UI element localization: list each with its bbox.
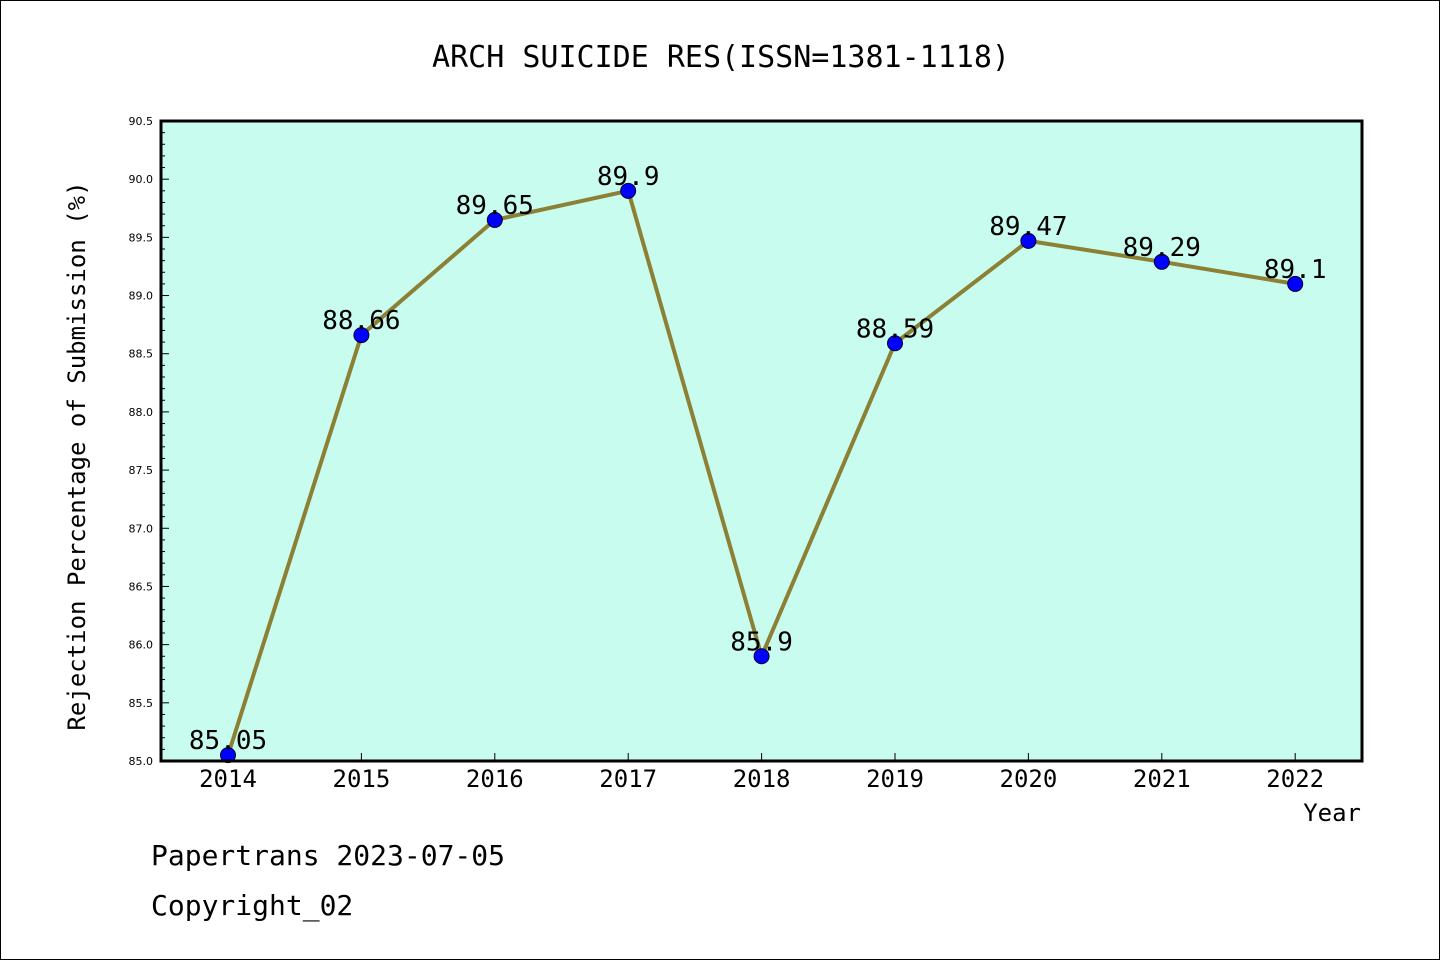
data-label: 85.9	[730, 627, 793, 657]
data-label: 89.1	[1264, 255, 1327, 285]
x-tick-label: 2020	[1000, 765, 1058, 793]
data-point	[220, 747, 236, 764]
data-label: 89.29	[1123, 233, 1201, 263]
y-axis-title: Rejection Percentage of Submission (%)	[63, 181, 91, 730]
data-point	[620, 182, 637, 199]
y-tick-label: 86.5	[129, 580, 154, 593]
chart-title: ARCH SUICIDE RES(ISSN=1381-1118)	[432, 40, 1010, 75]
y-tick-label: 90.5	[129, 115, 154, 128]
data-label: 89.65	[456, 191, 534, 221]
data-point	[1287, 275, 1304, 292]
y-tick-label: 87.0	[129, 522, 154, 535]
x-tick-label: 2018	[733, 765, 791, 793]
y-tick-label: 90.0	[129, 173, 154, 186]
data-label: 88.66	[322, 306, 400, 336]
data-point	[353, 327, 370, 344]
plot-area	[161, 121, 1362, 761]
y-tick-label: 89.0	[129, 290, 154, 303]
data-label: 88.59	[856, 314, 934, 344]
x-tick-label: 2019	[866, 765, 924, 793]
data-point	[887, 335, 903, 352]
data-label: 85.05	[189, 726, 267, 756]
y-tick-label: 85.0	[129, 755, 154, 768]
data-label: 89.9	[597, 162, 660, 192]
x-tick-label: 2014	[199, 765, 257, 793]
y-tick-label: 88.0	[129, 406, 154, 419]
data-point	[1153, 253, 1170, 270]
data-point	[1020, 232, 1037, 249]
footer-date: Papertrans 2023-07-05	[151, 839, 505, 872]
y-tick-label: 89.5	[129, 231, 154, 244]
data-point	[486, 211, 503, 228]
x-tick-label: 2021	[1133, 765, 1191, 793]
data-labels: 85.05 88.66 89.65 89.9 85.9 88.59 89.47 89.29 89…	[189, 162, 1327, 756]
y-tick-label: 87.5	[129, 464, 154, 477]
y-tick-label: 85.5	[129, 697, 154, 710]
x-tick-label: 2017	[599, 765, 657, 793]
x-tick-label: 2022	[1266, 765, 1324, 793]
data-markers	[220, 182, 1304, 764]
data-label: 89.47	[989, 212, 1067, 242]
x-tick-label: 2015	[333, 765, 391, 793]
data-point	[753, 648, 770, 665]
plot-border	[159, 119, 1364, 763]
x-tick-label: 2016	[466, 765, 524, 793]
footer-copyright: Copyright_02	[151, 889, 353, 923]
y-tick-label: 88.5	[129, 348, 154, 361]
x-axis: 2014 2015 2016 2017 2018 2019 2020 2021 2022	[199, 753, 1324, 793]
y-tick-label: 86.0	[129, 639, 154, 652]
x-axis-title: Year	[1303, 799, 1361, 827]
